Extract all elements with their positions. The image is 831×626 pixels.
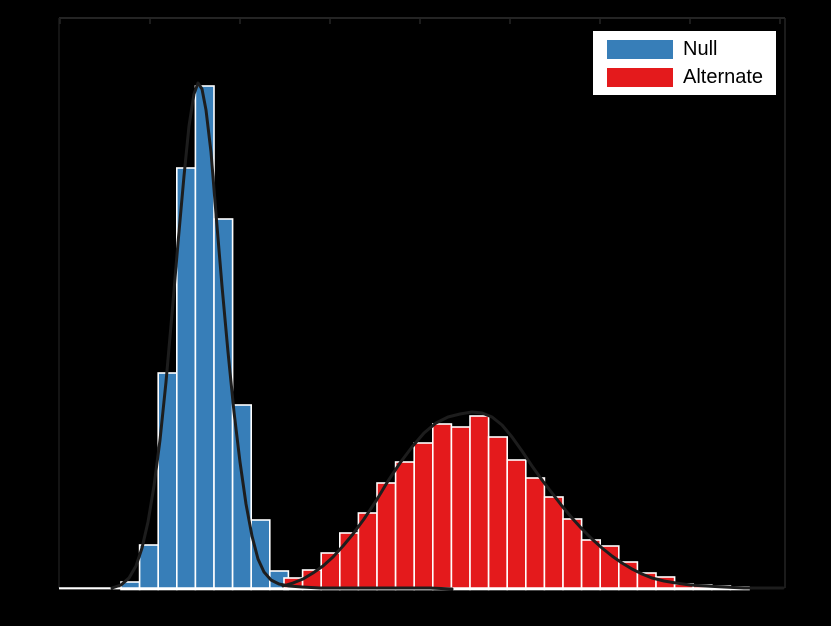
alternate-histogram-bar (524, 477, 546, 591)
alternate-histogram-bar (506, 459, 527, 591)
alternate-kde-curve (281, 410, 785, 590)
legend-label-alternate: Alternate (683, 66, 764, 88)
null-kde-curve (110, 81, 454, 591)
alternate-histogram-bar (376, 482, 397, 591)
null-histogram-bar (157, 372, 178, 591)
legend-swatch-null (607, 39, 673, 59)
null-histogram-bar (138, 544, 160, 591)
legend-label-null: Null (683, 38, 718, 60)
alternate-histogram-bar (562, 518, 583, 591)
legend: Null Alternate (591, 29, 778, 97)
alternate-histogram-bar (413, 442, 434, 591)
alternate-histogram-bar (487, 436, 509, 591)
null-histogram-bar (250, 519, 271, 591)
legend-item-alternate: Alternate (607, 67, 768, 87)
alternate-histogram-bar (580, 539, 601, 591)
alternate-histogram-bar (338, 532, 360, 591)
alternate-histogram-bar (394, 461, 416, 591)
null-histogram-bar (213, 218, 234, 591)
alternate-histogram-bar (543, 496, 564, 591)
legend-swatch-alternate (607, 67, 673, 87)
alternate-histogram-bar (450, 426, 471, 591)
legend-item-null: Null (607, 39, 768, 59)
alternate-histogram-bar (431, 423, 453, 591)
alternate-histogram-bar (469, 415, 490, 591)
